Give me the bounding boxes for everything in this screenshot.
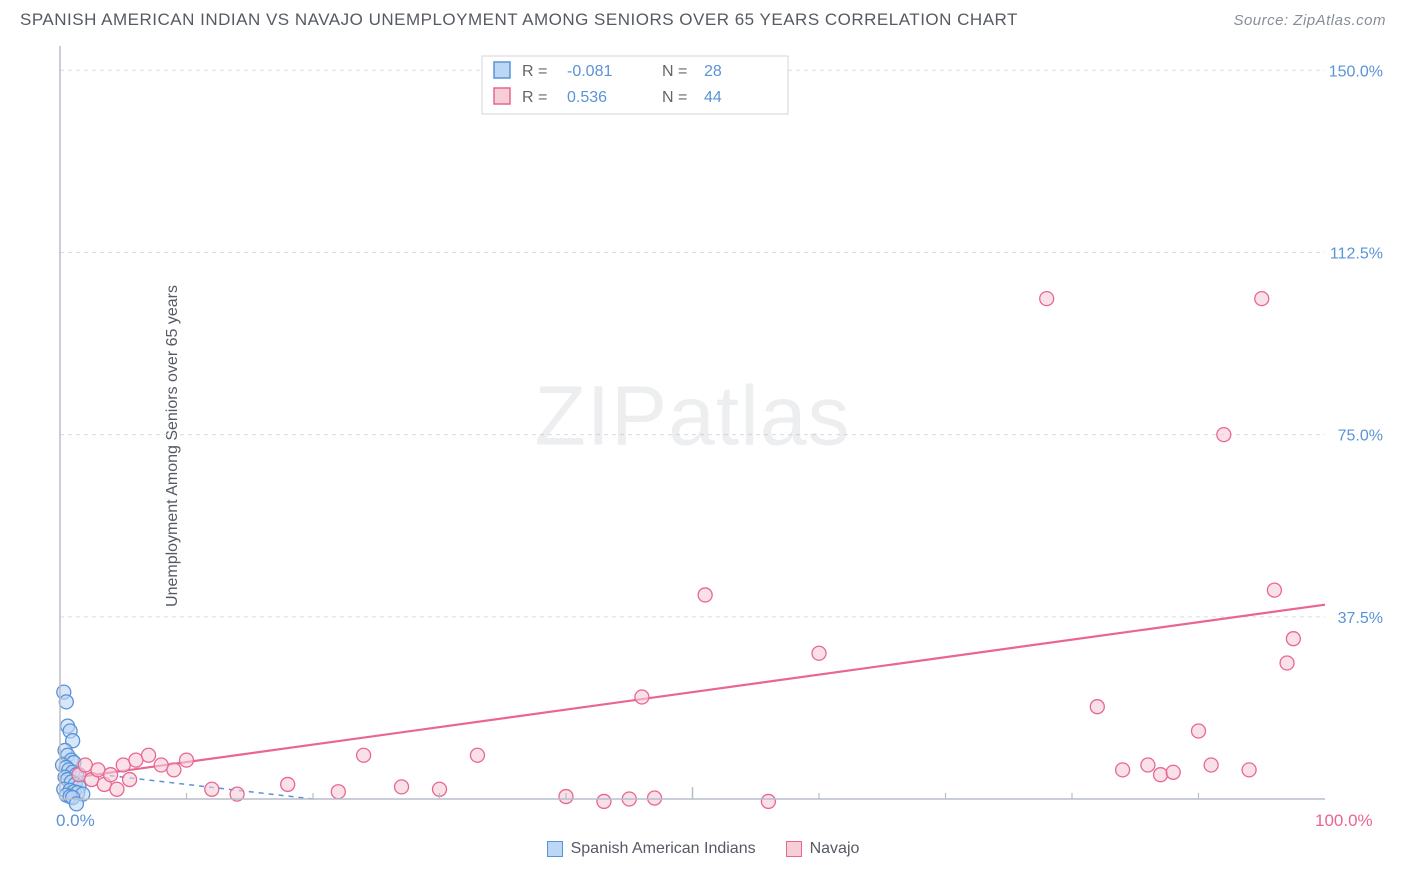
scatter-chart: 37.5% 75.0% 112.5% 150.0% ZIPatlas R = -0.081 N… [50,36,1386,826]
x-max-label: 100.0% [1315,811,1373,831]
title-bar: SPANISH AMERICAN INDIAN VS NAVAJO UNEMPL… [0,0,1406,36]
svg-text:28: 28 [704,63,722,80]
svg-text:N =: N = [662,63,687,80]
svg-text:150.0%: 150.0% [1329,63,1383,80]
svg-text:ZIPatlas: ZIPatlas [534,369,850,463]
svg-text:75.0%: 75.0% [1338,428,1383,445]
bottom-legend-item-navajo: Navajo [786,840,860,858]
legend-swatch-spanish [547,841,563,857]
legend-label-navajo: Navajo [810,840,860,858]
legend-swatch-navajo [786,841,802,857]
svg-text:44: 44 [704,89,722,106]
chart-title: SPANISH AMERICAN INDIAN VS NAVAJO UNEMPL… [20,10,1018,30]
chart-container: 37.5% 75.0% 112.5% 150.0% ZIPatlas R = -0.081 N… [50,36,1386,836]
svg-text:0.536: 0.536 [567,89,607,106]
x-origin-label: 0.0% [56,811,95,831]
svg-text:-0.081: -0.081 [567,63,612,80]
source-label: Source: ZipAtlas.com [1233,12,1386,29]
svg-text:37.5%: 37.5% [1338,610,1383,627]
svg-text:112.5%: 112.5% [1330,245,1383,262]
svg-text:N =: N = [662,89,687,106]
bottom-legend-item-spanish: Spanish American Indians [547,840,756,858]
svg-text:R =: R = [522,63,547,80]
svg-text:R =: R = [522,89,547,106]
bottom-legend: Spanish American Indians Navajo [0,840,1406,858]
legend-label-spanish: Spanish American Indians [571,840,756,858]
